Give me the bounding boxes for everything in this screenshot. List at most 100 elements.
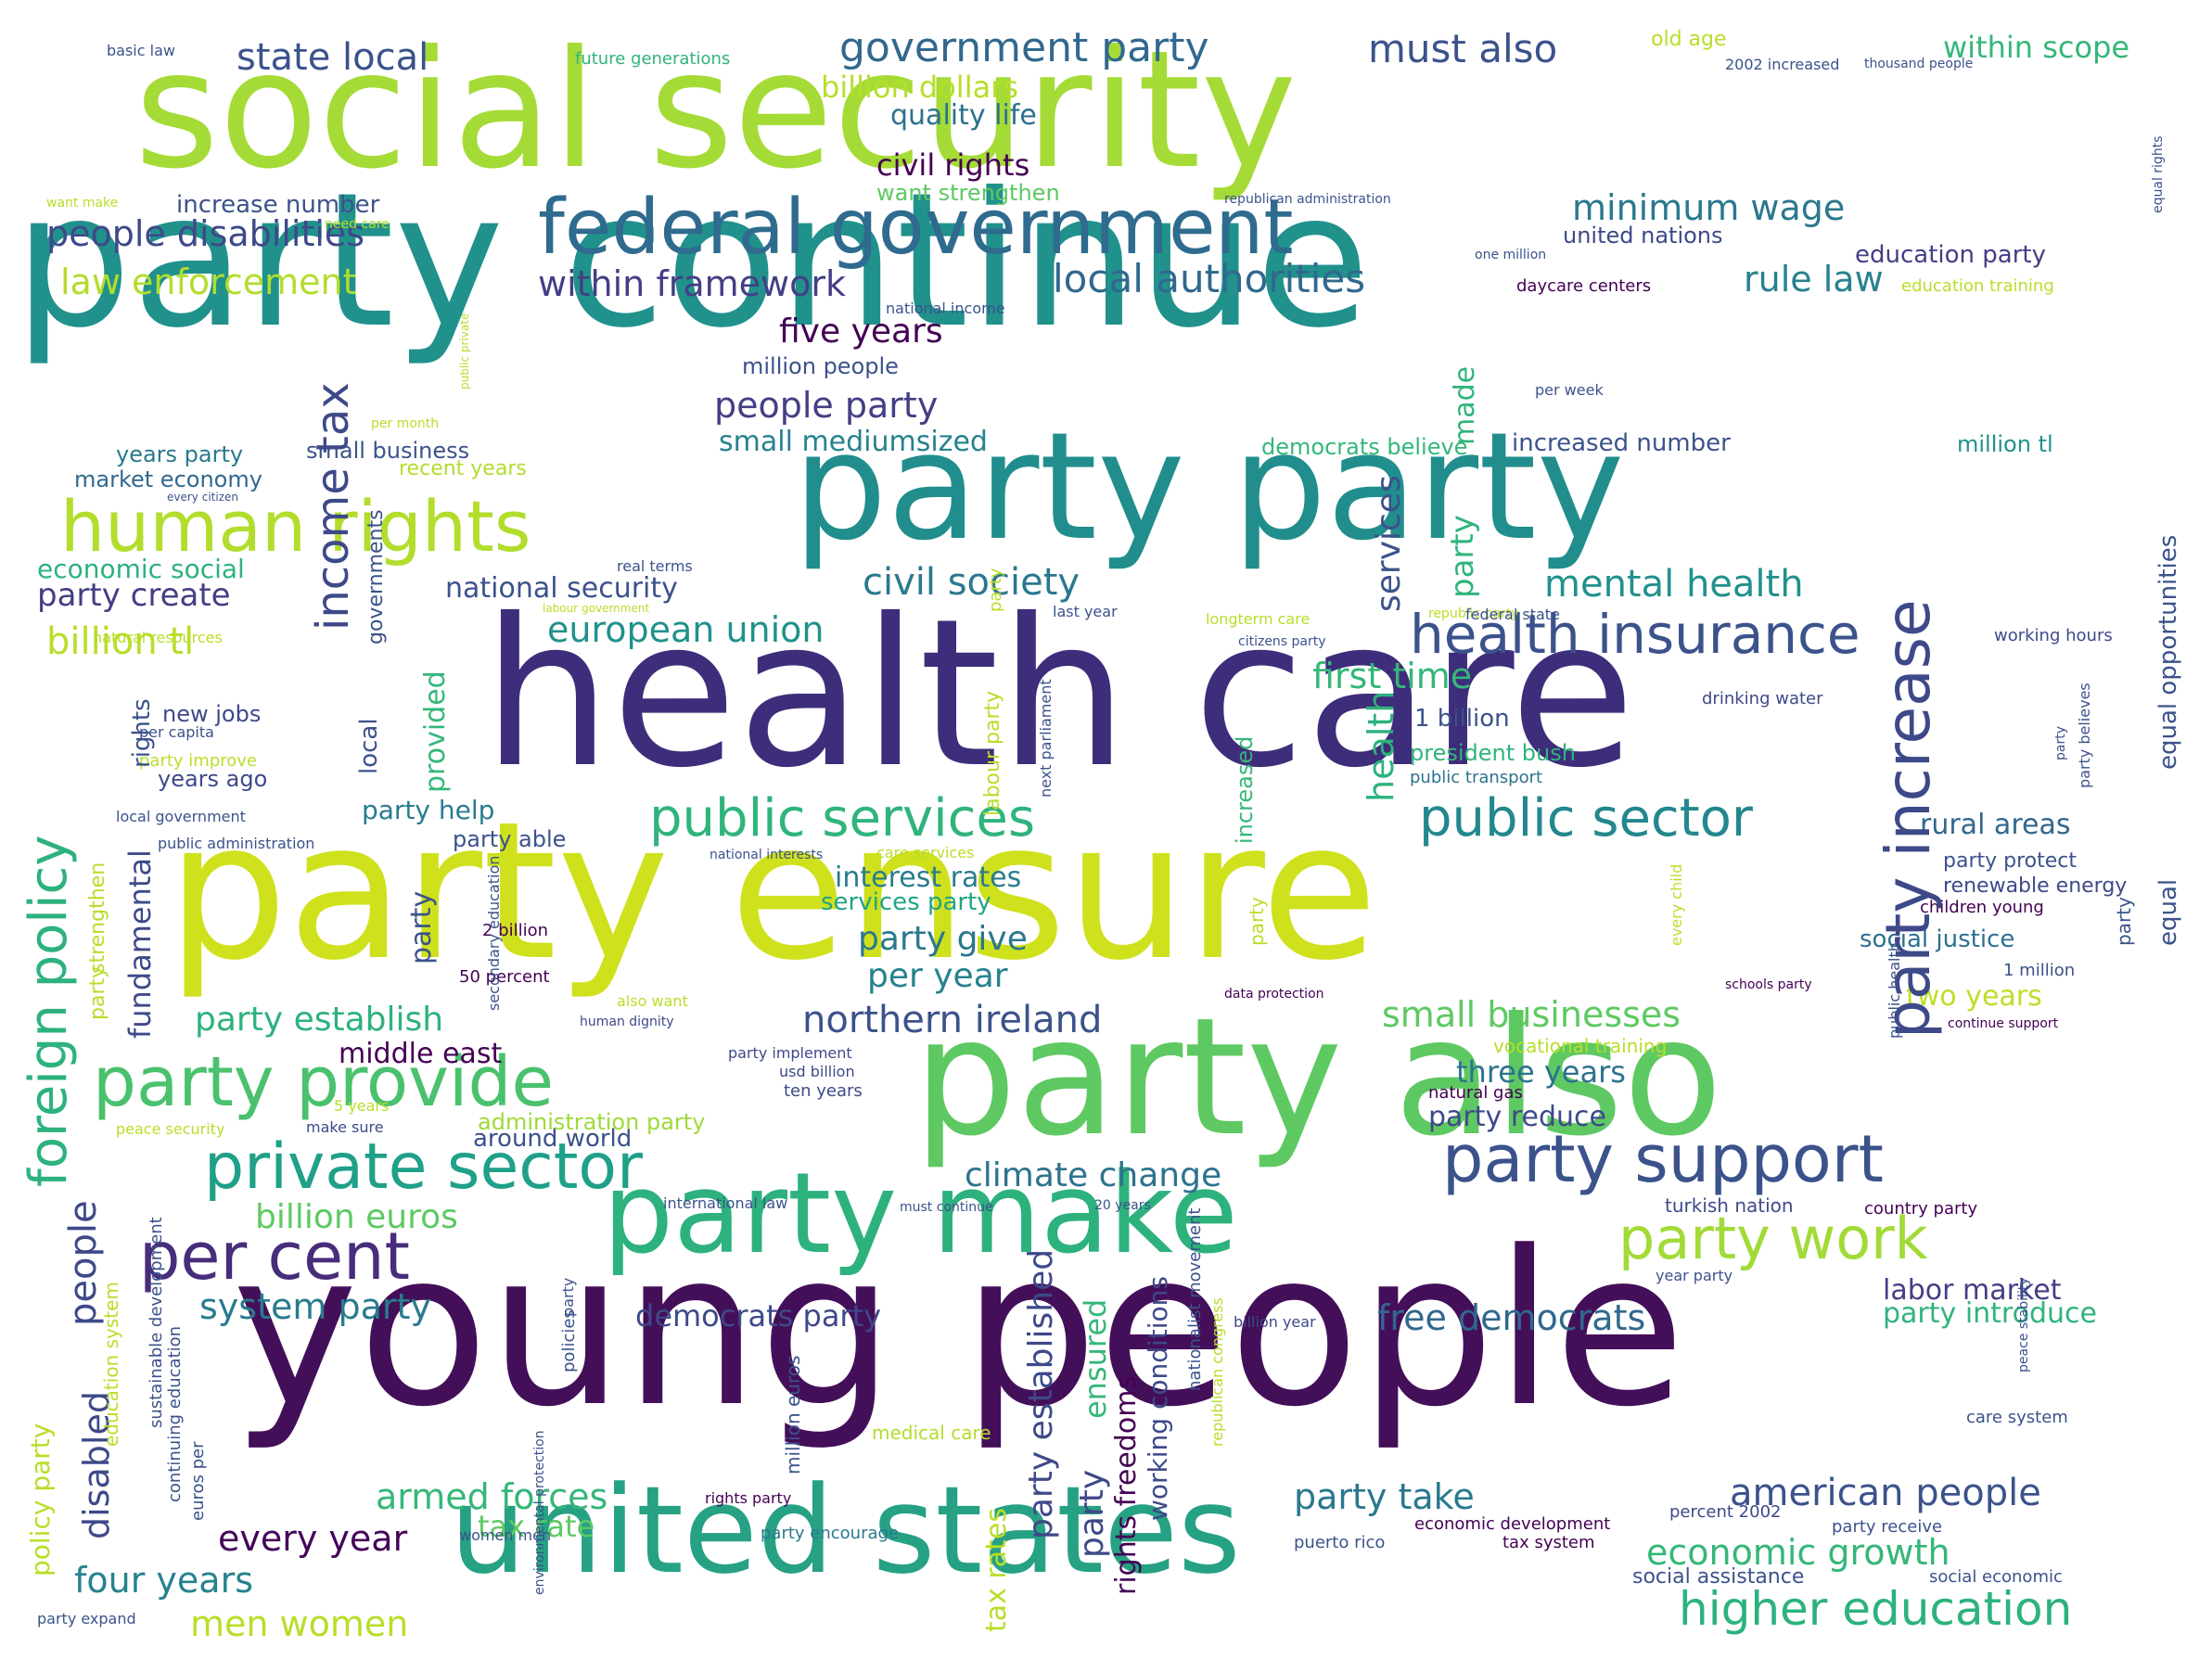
word: state local	[237, 36, 429, 79]
word: market economy	[74, 466, 262, 492]
word: usd billion	[779, 1063, 855, 1080]
word: health care	[482, 575, 1636, 812]
word: party party	[793, 400, 1625, 573]
word: schools party	[1725, 977, 1812, 992]
word: public private	[458, 313, 471, 389]
word: civil rights	[876, 147, 1030, 183]
word: republican congress	[1208, 1297, 1226, 1447]
word: 2002 increased	[1725, 56, 1840, 73]
word: continuing education	[165, 1325, 185, 1502]
word: country party	[1864, 1199, 1978, 1219]
word: medical care	[872, 1422, 991, 1444]
word: ten years	[784, 1081, 863, 1101]
word: vocational training	[1493, 1035, 1668, 1057]
word: republican administration	[1224, 192, 1391, 207]
word: within scope	[1943, 30, 2130, 65]
word: party established	[1022, 1248, 1060, 1539]
word: four years	[74, 1560, 253, 1601]
word: turkish nation	[1665, 1194, 1794, 1217]
word: governments	[364, 509, 388, 645]
word: services party	[821, 888, 991, 916]
word: men women	[190, 1603, 409, 1644]
word: party	[2053, 726, 2068, 760]
word: party also	[914, 984, 1723, 1172]
word: party	[1444, 515, 1481, 598]
word: president bush	[1410, 740, 1576, 766]
word: party believes	[2076, 683, 2093, 788]
word: party	[2113, 897, 2135, 946]
word: mental health	[1544, 563, 1804, 606]
word: strengthen	[86, 862, 109, 974]
word: party continue	[14, 153, 1370, 369]
word: party improve	[139, 751, 257, 771]
word: percent 2002	[1669, 1502, 1782, 1522]
word: public services	[649, 788, 1036, 849]
word: northern ireland	[802, 999, 1103, 1041]
word: civil society	[863, 561, 1080, 604]
word: economic growth	[1646, 1532, 1950, 1573]
word: natural resources	[93, 629, 223, 646]
word: labour government	[543, 602, 650, 615]
word: party	[986, 568, 1005, 612]
word: increased number	[1512, 429, 1731, 457]
word: party reduce	[1428, 1101, 1606, 1133]
word: care system	[1966, 1408, 2068, 1427]
word: one million	[1475, 248, 1547, 262]
word: every year	[218, 1518, 408, 1559]
word: united states	[450, 1460, 1241, 1601]
word: billion year	[1234, 1313, 1316, 1331]
word: recent years	[399, 457, 527, 480]
word: middle east	[339, 1038, 503, 1070]
word: two years	[1906, 980, 2042, 1013]
word: must also	[1368, 26, 1558, 71]
word: education party	[1855, 241, 2046, 269]
word: thousand people	[1864, 57, 1974, 71]
word: free democrats	[1377, 1297, 1646, 1338]
word: government party	[839, 24, 1209, 71]
word: puerto rico	[1294, 1533, 1386, 1552]
word: million euros	[782, 1355, 804, 1474]
word: rural areas	[1920, 809, 2071, 841]
word: rule law	[1744, 259, 1884, 300]
word: education training	[1901, 276, 2054, 296]
word: american people	[1730, 1472, 2041, 1514]
word: social security	[134, 17, 1298, 205]
word: party establish	[195, 1001, 444, 1039]
word: law enforcement	[60, 262, 357, 302]
word: 50 percent	[459, 967, 550, 987]
word: women men	[459, 1526, 552, 1544]
word: local authorities	[1053, 256, 1366, 301]
word: citizens party	[1238, 634, 1326, 649]
word: longterm care	[1206, 610, 1311, 628]
word: data protection	[1224, 987, 1324, 1002]
word: old age	[1651, 28, 1727, 51]
word: increased	[1232, 735, 1258, 844]
word: working hours	[1994, 626, 2113, 645]
word: sustainable development	[147, 1217, 166, 1428]
word: million tl	[1957, 431, 2053, 457]
word: party implement	[728, 1044, 852, 1062]
word: small business	[306, 438, 470, 464]
word: within framework	[538, 263, 846, 304]
word: small mediumsized	[719, 426, 988, 458]
word: system party	[199, 1286, 431, 1327]
word: must continue	[900, 1200, 993, 1215]
word: rights	[128, 698, 156, 768]
word: party give	[858, 920, 1028, 958]
word: party able	[453, 826, 567, 852]
word: party take	[1294, 1476, 1475, 1517]
word: party work	[1618, 1205, 1928, 1272]
word: first time	[1312, 656, 1473, 696]
word: human dignity	[580, 1015, 674, 1029]
word: secondary education	[485, 855, 503, 1011]
word: united nations	[1563, 223, 1723, 249]
word: party	[405, 890, 438, 964]
word: local government	[116, 808, 246, 825]
word: rights party	[705, 1489, 792, 1507]
word: years ago	[158, 766, 268, 792]
word: care services	[876, 844, 975, 862]
word: around world	[473, 1125, 633, 1153]
word: young people	[232, 1206, 1686, 1454]
word: quality life	[890, 99, 1037, 132]
word: federal government	[538, 184, 1294, 272]
